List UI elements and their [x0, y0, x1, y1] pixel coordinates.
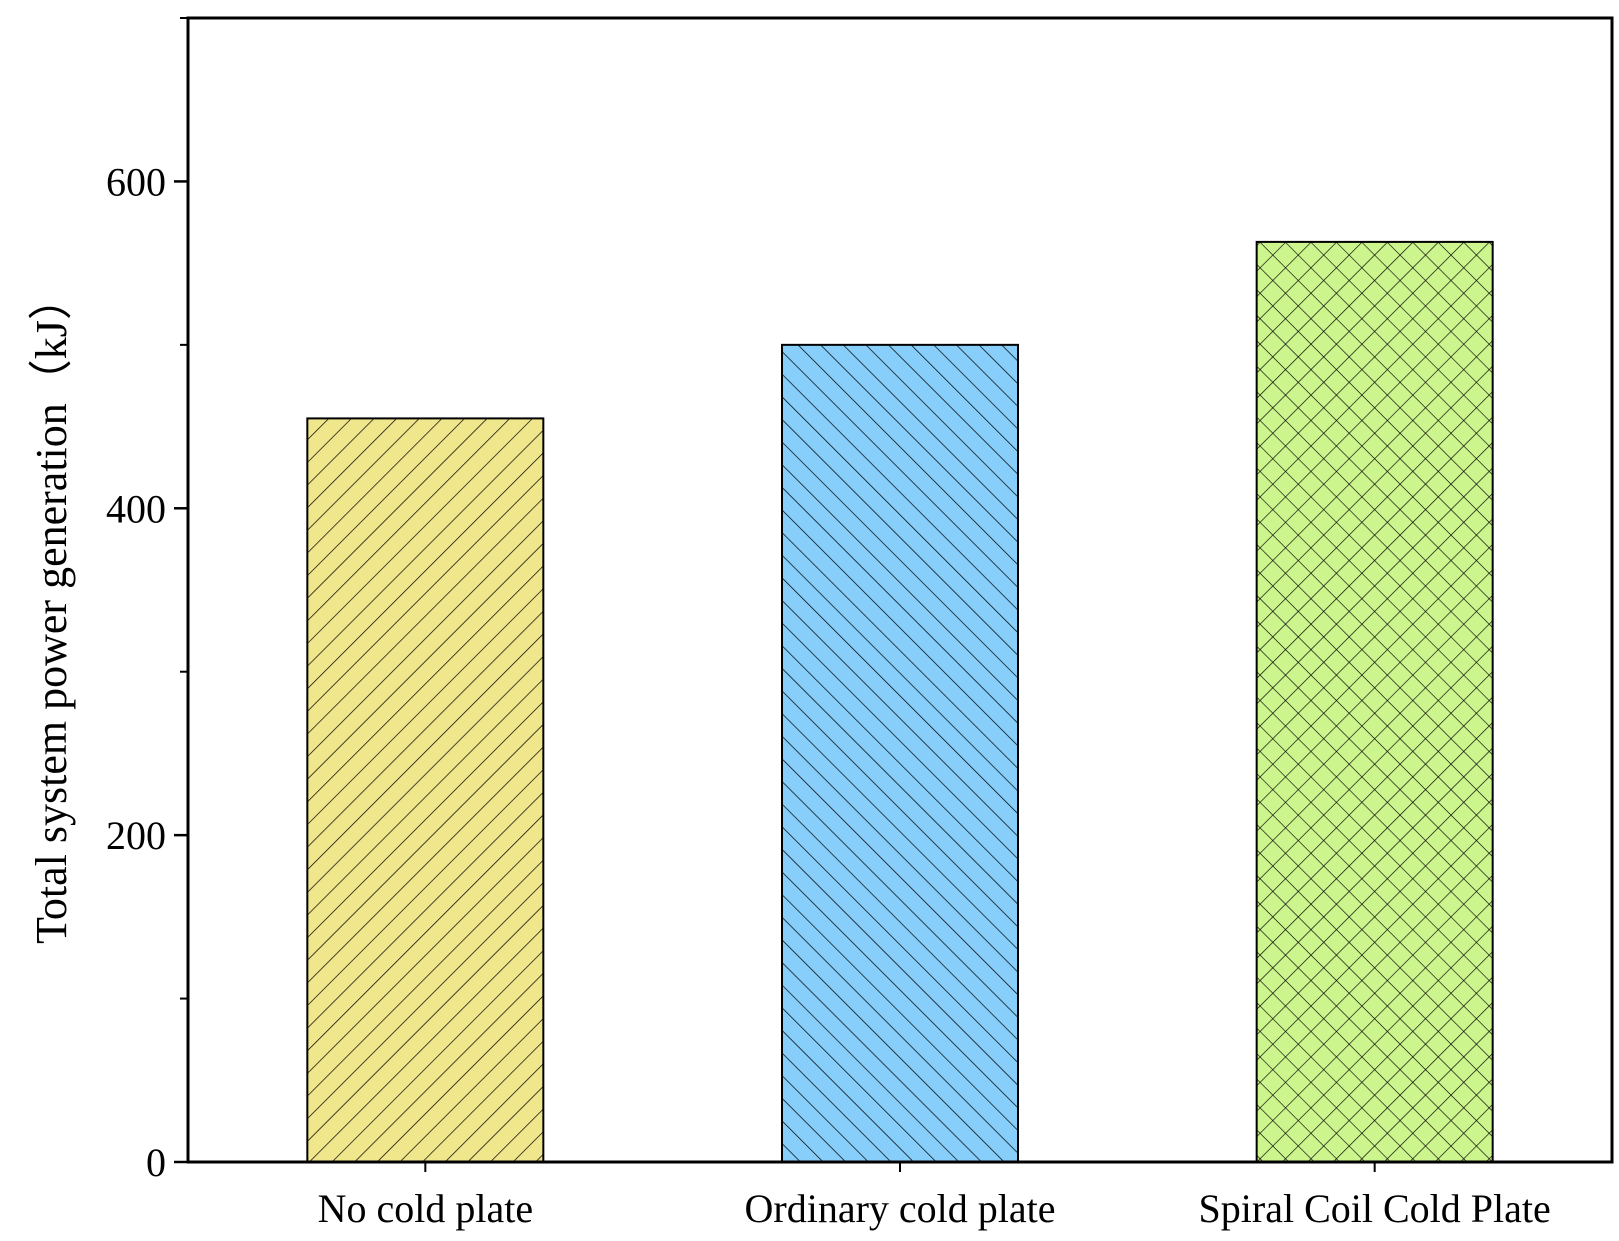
- bar-spiral-coil-cold-plate: [1255, 240, 1494, 1163]
- bar-no-cold-plate: [306, 417, 545, 1163]
- bar-hatch-no-cold-plate: [306, 417, 545, 1163]
- y-axis-title: Total system power generation（kJ）: [27, 276, 76, 944]
- y-tick-label: 600: [106, 159, 166, 204]
- y-tick-label: 400: [106, 486, 166, 531]
- x-tick-label: No cold plate: [318, 1186, 534, 1231]
- bar-hatch-spiral-coil-cold-plate: [1255, 240, 1494, 1163]
- x-tick-label: Ordinary cold plate: [745, 1186, 1056, 1231]
- y-tick-label: 0: [146, 1140, 166, 1185]
- x-tick-label: Spiral Coil Cold Plate: [1199, 1186, 1551, 1231]
- y-tick-label: 200: [106, 813, 166, 858]
- bar-ordinary-cold-plate: [781, 343, 1019, 1164]
- bar-hatch-ordinary-cold-plate: [781, 343, 1019, 1164]
